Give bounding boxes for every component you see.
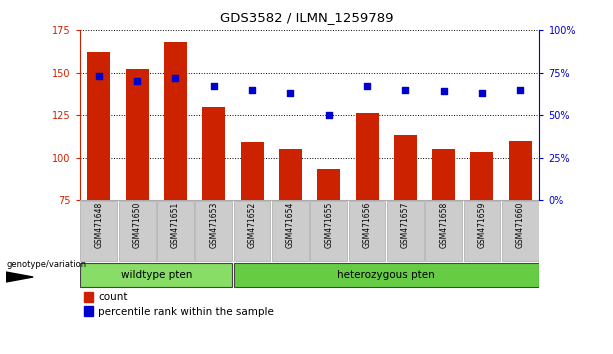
Text: GSM471659: GSM471659 <box>478 202 487 248</box>
Text: GDS3582 / ILMN_1259789: GDS3582 / ILMN_1259789 <box>219 11 394 24</box>
Point <box>209 83 219 89</box>
Point <box>439 88 449 94</box>
FancyBboxPatch shape <box>196 201 232 261</box>
Text: count: count <box>98 292 128 302</box>
Bar <box>318 170 340 200</box>
Point <box>400 87 410 92</box>
Text: wildtype pten: wildtype pten <box>121 270 192 280</box>
Bar <box>394 136 417 200</box>
Point <box>94 73 104 79</box>
FancyBboxPatch shape <box>349 201 386 261</box>
Text: GSM471657: GSM471657 <box>401 202 410 248</box>
FancyBboxPatch shape <box>463 201 500 261</box>
FancyBboxPatch shape <box>310 201 347 261</box>
Text: GSM471658: GSM471658 <box>439 202 448 248</box>
Text: GSM471656: GSM471656 <box>362 202 371 248</box>
Point <box>362 83 372 89</box>
FancyBboxPatch shape <box>80 201 117 261</box>
Text: GSM471648: GSM471648 <box>94 202 104 248</box>
Polygon shape <box>6 272 33 282</box>
Bar <box>432 149 455 200</box>
FancyBboxPatch shape <box>272 201 309 261</box>
Bar <box>164 42 187 200</box>
Bar <box>356 113 379 200</box>
FancyBboxPatch shape <box>502 201 539 261</box>
Bar <box>471 153 493 200</box>
Point <box>286 90 295 96</box>
Bar <box>509 141 531 200</box>
Bar <box>240 142 264 200</box>
Point <box>247 87 257 92</box>
Point <box>132 78 142 84</box>
Text: heterozygous pten: heterozygous pten <box>337 270 435 280</box>
FancyBboxPatch shape <box>80 263 232 287</box>
FancyBboxPatch shape <box>234 263 539 287</box>
Bar <box>279 149 302 200</box>
Text: GSM471650: GSM471650 <box>132 202 142 248</box>
Text: percentile rank within the sample: percentile rank within the sample <box>98 307 274 316</box>
Bar <box>84 307 93 316</box>
Text: GSM471653: GSM471653 <box>209 202 218 248</box>
FancyBboxPatch shape <box>157 201 194 261</box>
Text: genotype/variation: genotype/variation <box>6 260 86 269</box>
FancyBboxPatch shape <box>119 201 156 261</box>
Point <box>170 75 180 80</box>
Point <box>324 112 333 118</box>
Text: GSM471655: GSM471655 <box>324 202 333 248</box>
Text: GSM471651: GSM471651 <box>171 202 180 248</box>
Text: GSM471652: GSM471652 <box>248 202 257 248</box>
Bar <box>126 69 148 200</box>
Bar <box>87 52 110 200</box>
Point <box>516 87 525 92</box>
Bar <box>202 107 226 200</box>
FancyBboxPatch shape <box>234 201 270 261</box>
Text: GSM471660: GSM471660 <box>516 202 525 248</box>
Point <box>477 90 487 96</box>
Bar <box>84 292 93 302</box>
FancyBboxPatch shape <box>425 201 462 261</box>
FancyBboxPatch shape <box>387 201 424 261</box>
Text: GSM471654: GSM471654 <box>286 202 295 248</box>
